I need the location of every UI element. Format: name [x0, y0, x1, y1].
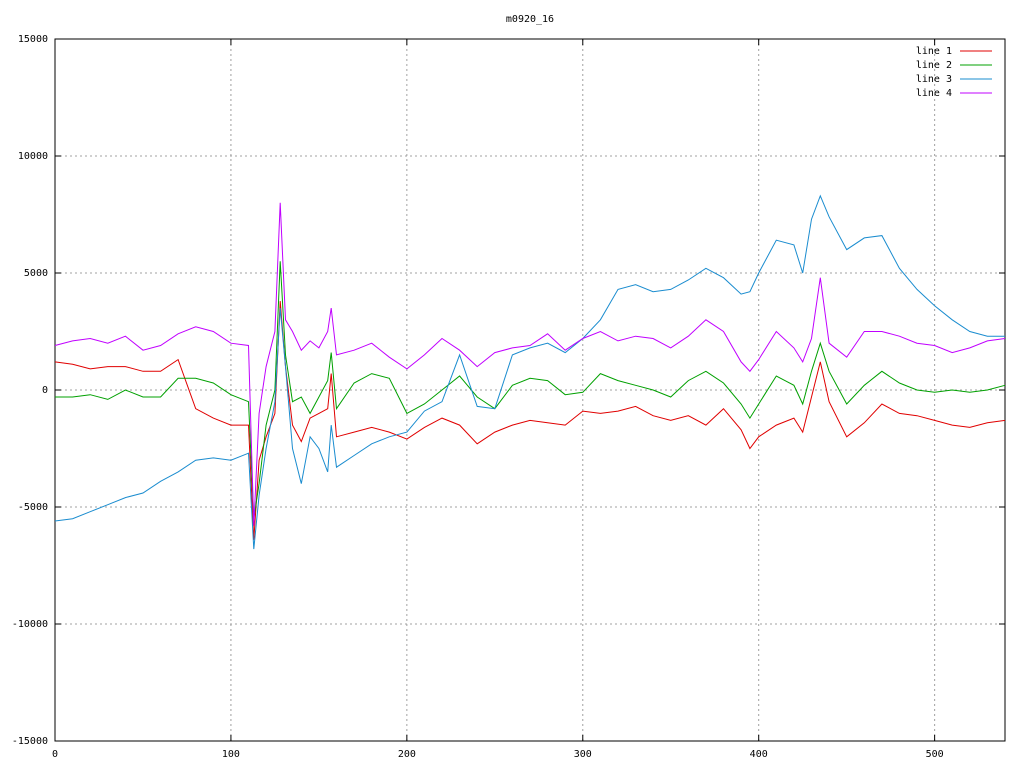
x-tick-label: 500 — [926, 749, 944, 760]
data-line — [54, 202, 1006, 526]
legend-label: line 2 — [916, 60, 952, 71]
y-tick-label: 5000 — [24, 268, 48, 279]
legend-label: line 4 — [916, 88, 952, 99]
y-tick-label: -5000 — [18, 502, 48, 513]
y-tick-label: 0 — [42, 385, 48, 396]
data-line — [54, 194, 1005, 550]
x-tick-label: 400 — [750, 749, 768, 760]
y-tick-label: 10000 — [18, 151, 48, 162]
y-tick-label: 15000 — [18, 34, 48, 45]
x-tick-label: 0 — [52, 749, 58, 760]
y-tick-label: -10000 — [12, 619, 48, 630]
legend-label: line 1 — [916, 46, 952, 57]
data-line — [55, 261, 1006, 519]
x-tick-label: 100 — [222, 749, 240, 760]
plot-border — [54, 38, 1006, 742]
data-line — [54, 301, 1006, 540]
x-tick-label: 300 — [574, 749, 592, 760]
chart-title: m0920_16 — [506, 14, 554, 25]
x-tick-label: 200 — [398, 749, 416, 760]
legend-label: line 3 — [916, 74, 952, 85]
y-tick-label: -15000 — [12, 736, 48, 747]
